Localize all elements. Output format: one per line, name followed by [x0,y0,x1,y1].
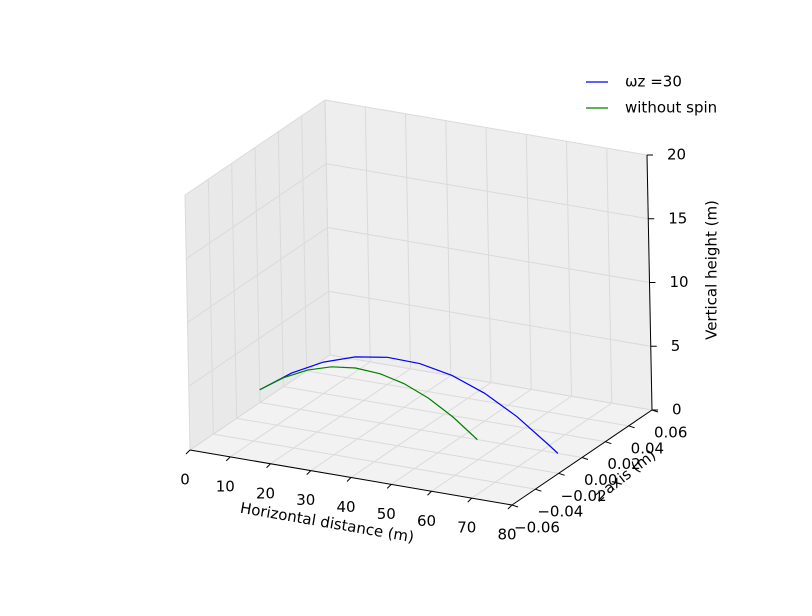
x-tick [467,497,473,503]
y-tick [628,425,635,429]
x-tick-label: 40 [336,498,355,516]
y-tick-label: −0.02 [561,487,607,505]
grid-line [188,290,330,387]
y-tick-label: −0.04 [537,503,583,521]
x-tick-label: 30 [296,491,315,509]
x-tick [346,477,352,482]
x-tick-label: 50 [377,505,396,523]
trajectory-line [259,356,559,454]
y-tick [581,457,589,460]
grid-line [236,417,559,474]
y-tick [558,472,565,476]
grid-line [185,163,327,260]
y-tick-label: −0.06 [514,519,560,537]
grid-line [213,433,536,490]
x-tick [225,456,231,462]
z-tick-label: 20 [667,146,686,164]
x-tick [427,490,432,496]
x-tick-label: 0 [180,471,190,489]
grid-line [283,386,606,443]
x-tick-label: 80 [497,526,516,544]
x-tick [266,463,271,469]
y-tick-label: 0.04 [631,439,664,457]
grid-line [328,290,651,347]
trajectory-line [259,366,478,441]
grid-line [187,227,328,323]
x-tick-label: 60 [417,512,436,530]
z-axis-label: Vertical height (m) [703,200,721,340]
y-tick [511,504,519,508]
y-tick-label: 0.00 [584,471,617,489]
legend-label: without spin [625,99,717,117]
x-tick [306,470,312,475]
x-tick [507,504,513,510]
grid-line [184,99,326,196]
x-tick-label: 20 [256,484,275,502]
x-tick-label: 70 [457,519,476,537]
y-tick [605,441,612,445]
grid-line [306,370,629,427]
x-tick-label: 10 [216,477,235,495]
x-tick [386,484,392,489]
y-tick-label: 0.02 [607,455,640,473]
legend-label: ωz =30 [625,73,682,91]
z-tick-label: 5 [671,337,681,355]
grid-line [259,402,583,458]
grid-line [327,227,650,283]
grid-line [326,163,649,220]
grid-line [329,354,653,411]
z-tick-label: 0 [672,401,682,419]
z-tick-label: 15 [668,209,687,227]
grid-line [324,99,648,156]
z-tick-label: 10 [670,273,689,291]
x-tick [185,449,191,455]
y-tick [535,488,542,492]
y-tick-label: 0.06 [654,424,687,442]
